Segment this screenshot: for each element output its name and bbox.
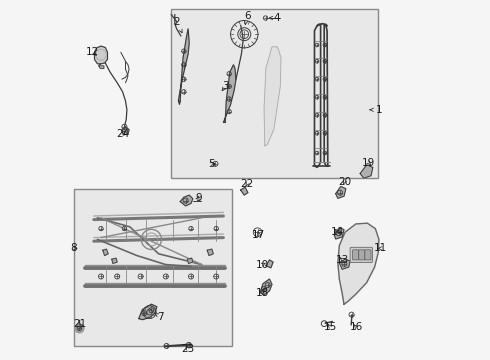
- Polygon shape: [336, 186, 346, 198]
- Text: 5: 5: [208, 159, 215, 169]
- Text: 17: 17: [252, 230, 266, 240]
- Text: 7: 7: [154, 312, 164, 322]
- Polygon shape: [264, 47, 281, 146]
- FancyBboxPatch shape: [171, 9, 378, 178]
- Polygon shape: [139, 304, 157, 320]
- Text: 24: 24: [116, 129, 129, 139]
- Polygon shape: [360, 165, 373, 178]
- Polygon shape: [334, 228, 344, 239]
- Polygon shape: [260, 279, 272, 295]
- Polygon shape: [180, 195, 193, 206]
- Text: 19: 19: [362, 158, 375, 168]
- Polygon shape: [103, 249, 108, 256]
- Polygon shape: [122, 127, 129, 135]
- Text: 11: 11: [374, 243, 387, 253]
- Circle shape: [74, 324, 84, 333]
- Text: 14: 14: [331, 227, 344, 237]
- Text: 10: 10: [256, 260, 269, 270]
- FancyBboxPatch shape: [350, 247, 372, 262]
- Text: 9: 9: [195, 193, 202, 203]
- Polygon shape: [187, 258, 193, 264]
- Polygon shape: [207, 249, 213, 256]
- FancyBboxPatch shape: [74, 189, 232, 346]
- Text: 15: 15: [323, 322, 337, 332]
- Text: 22: 22: [241, 179, 254, 189]
- Text: 12: 12: [86, 47, 99, 57]
- Polygon shape: [338, 223, 379, 304]
- FancyBboxPatch shape: [359, 250, 365, 260]
- Text: 21: 21: [74, 319, 87, 329]
- Polygon shape: [95, 46, 107, 64]
- Text: 16: 16: [349, 322, 363, 332]
- Polygon shape: [223, 65, 236, 122]
- Text: 18: 18: [256, 288, 269, 298]
- FancyBboxPatch shape: [365, 250, 371, 260]
- Polygon shape: [178, 29, 189, 104]
- Text: 1: 1: [370, 105, 383, 115]
- Text: 6: 6: [245, 11, 251, 24]
- Text: 13: 13: [336, 255, 349, 265]
- Text: 4: 4: [270, 13, 280, 23]
- Polygon shape: [241, 187, 248, 195]
- Text: 23: 23: [181, 344, 195, 354]
- Text: 8: 8: [70, 243, 77, 253]
- Text: 2: 2: [173, 17, 182, 33]
- Polygon shape: [99, 66, 104, 68]
- Polygon shape: [339, 259, 350, 269]
- Polygon shape: [266, 260, 273, 268]
- Polygon shape: [112, 258, 117, 264]
- FancyBboxPatch shape: [353, 250, 359, 260]
- Text: 3: 3: [222, 81, 229, 91]
- Text: 20: 20: [338, 177, 351, 187]
